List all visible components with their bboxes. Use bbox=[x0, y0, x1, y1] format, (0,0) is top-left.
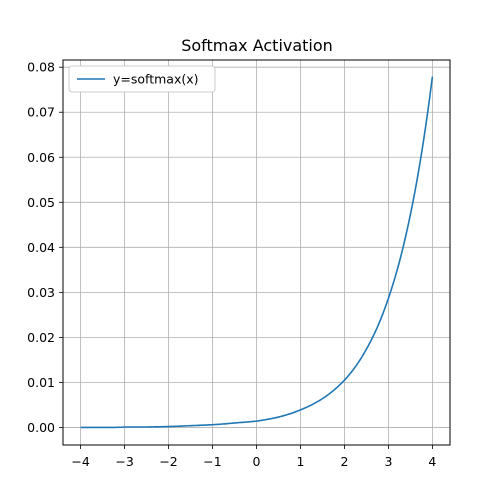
y-tick-label: 0.01 bbox=[27, 375, 55, 390]
y-tick-label: 0.08 bbox=[27, 60, 55, 75]
x-tick-label: −1 bbox=[203, 454, 221, 469]
x-axis: −4 −3 −2 −1 0 1 2 3 4 bbox=[71, 445, 436, 469]
legend: y=softmax(x) bbox=[68, 65, 216, 93]
y-tick-label: 0.04 bbox=[27, 240, 55, 255]
chart-title: Softmax Activation bbox=[181, 36, 333, 55]
y-tick-label: 0.03 bbox=[27, 285, 55, 300]
x-tick-label: 3 bbox=[384, 454, 392, 469]
legend-label: y=softmax(x) bbox=[113, 72, 199, 87]
x-tick-label: 1 bbox=[297, 454, 305, 469]
x-tick-label: 4 bbox=[428, 454, 436, 469]
series-line bbox=[80, 76, 434, 429]
grid bbox=[63, 60, 450, 445]
y-tick-label: 0.06 bbox=[27, 150, 55, 165]
y-tick-label: 0.07 bbox=[27, 105, 55, 120]
x-tick-label: 2 bbox=[340, 454, 348, 469]
y-tick-label: 0.00 bbox=[27, 420, 55, 435]
x-tick-label: −2 bbox=[159, 454, 177, 469]
x-tick-label: −3 bbox=[115, 454, 133, 469]
legend-box bbox=[68, 65, 216, 93]
y-tick-label: 0.02 bbox=[27, 330, 55, 345]
x-tick-label: −4 bbox=[71, 454, 89, 469]
x-tick-label: 0 bbox=[253, 454, 261, 469]
y-axis: 0.00 0.01 0.02 0.03 0.04 0.05 0.06 0.07 0.08 bbox=[27, 60, 63, 435]
series-layer bbox=[80, 76, 434, 429]
y-tick-label: 0.05 bbox=[27, 195, 55, 210]
